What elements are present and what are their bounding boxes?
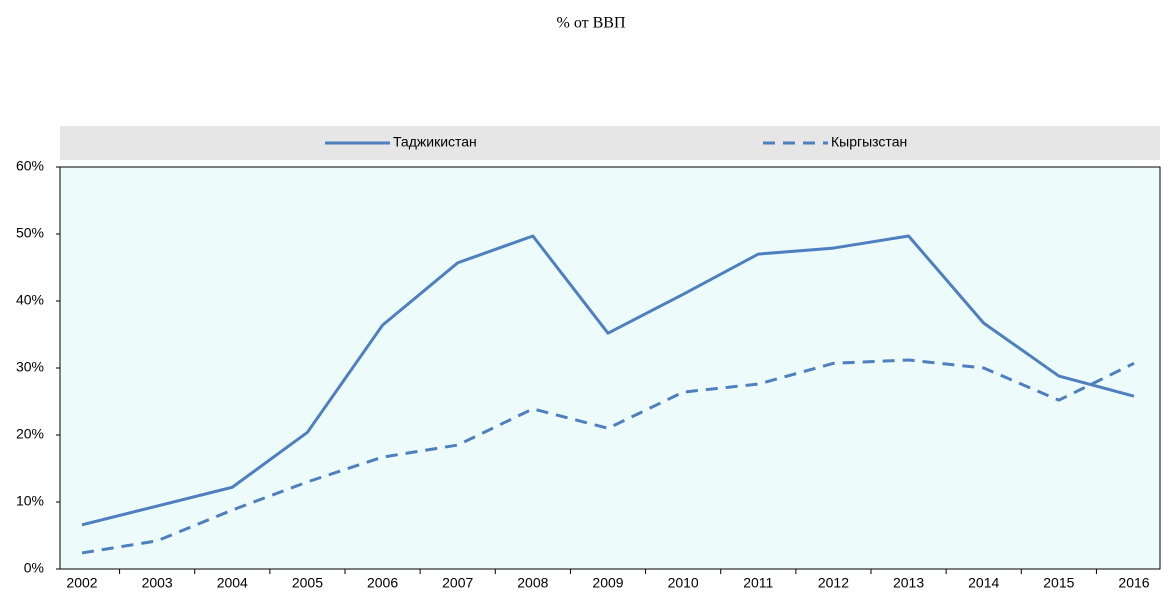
x-tick-label: 2007 <box>442 575 473 591</box>
x-tick-label: 2009 <box>592 575 623 591</box>
x-tick-label: 2013 <box>893 575 924 591</box>
y-tick-label: 50% <box>16 225 44 241</box>
x-tick-label: 2016 <box>1118 575 1149 591</box>
x-tick-label: 2011 <box>743 575 773 591</box>
y-tick-label: 20% <box>16 426 44 442</box>
y-tick-label: 40% <box>16 292 44 308</box>
legend-label: Таджикистан <box>393 134 477 150</box>
x-tick-label: 2002 <box>66 575 97 591</box>
y-tick-label: 10% <box>16 493 44 509</box>
x-tick-label: 2004 <box>217 575 248 591</box>
x-tick-label: 2006 <box>367 575 398 591</box>
series-line <box>81 234 1135 527</box>
series-line <box>81 358 1135 555</box>
y-tick-label: 60% <box>16 158 44 174</box>
legend-label: Кыргызстан <box>831 134 907 150</box>
plot-area <box>59 166 1161 570</box>
x-tick-label: 2008 <box>517 575 548 591</box>
chart-title: % от ВВП <box>556 15 625 32</box>
x-tick-label: 2014 <box>968 575 999 591</box>
x-tick-label: 2012 <box>818 575 849 591</box>
x-tick-label: 2015 <box>1043 575 1074 591</box>
x-tick-label: 2010 <box>668 575 699 591</box>
y-tick-label: 30% <box>16 359 44 375</box>
x-tick-label: 2005 <box>292 575 323 591</box>
x-tick-label: 2003 <box>142 575 173 591</box>
y-tick-label: 0% <box>24 560 44 576</box>
legend-band <box>60 126 1160 160</box>
